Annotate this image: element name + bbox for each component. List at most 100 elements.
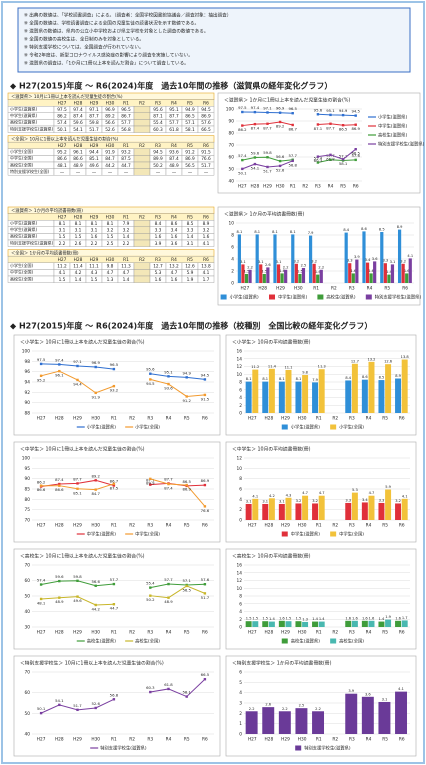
point bbox=[149, 477, 152, 481]
table-cell-value: 1.6 bbox=[91, 234, 98, 240]
table-cell-value: 3.1 bbox=[187, 241, 194, 247]
data-label: 55.4 bbox=[146, 581, 155, 586]
point bbox=[266, 165, 269, 169]
data-label: 49.6 bbox=[73, 598, 82, 603]
x-tick-label: R2 bbox=[332, 630, 338, 636]
table-cell-value: 60.3 bbox=[153, 127, 163, 133]
table-header: R4 bbox=[171, 214, 177, 220]
x-tick-label: R2 bbox=[129, 737, 135, 743]
bar bbox=[378, 701, 391, 734]
bar bbox=[302, 621, 309, 627]
point bbox=[39, 362, 43, 366]
bar bbox=[312, 263, 316, 283]
data-label: 86.9 bbox=[351, 126, 360, 131]
data-label: 66.5 bbox=[351, 151, 360, 156]
y-tick-label: 90 bbox=[25, 476, 31, 482]
bar bbox=[344, 232, 348, 283]
data-label: 8.1 bbox=[262, 377, 268, 381]
legend-label: 高校生(全国) bbox=[339, 638, 364, 645]
data-label: 94.5 bbox=[201, 372, 210, 377]
y-tick-label: 2 bbox=[239, 617, 242, 623]
legend-swatch bbox=[281, 424, 288, 430]
bar bbox=[368, 495, 375, 520]
table-cell-value: 51.7 bbox=[201, 163, 211, 169]
point bbox=[185, 483, 188, 487]
data-label: 96.1 bbox=[55, 373, 64, 378]
data-label: 89.2 bbox=[276, 123, 285, 128]
bar bbox=[351, 273, 355, 283]
table-row-label: 高校生(全国) bbox=[10, 275, 34, 281]
point bbox=[241, 110, 244, 114]
data-label: 86.7 bbox=[110, 478, 119, 483]
bar bbox=[351, 492, 358, 520]
bar bbox=[318, 495, 325, 520]
table-cell-value: 96.1 bbox=[73, 150, 83, 156]
x-tick-label: H29 bbox=[281, 737, 290, 743]
y-tick-label: 98 bbox=[25, 359, 31, 365]
bar bbox=[308, 235, 313, 283]
bar bbox=[345, 502, 352, 520]
data-label: 48.9 bbox=[55, 599, 64, 604]
table-header: R4 bbox=[171, 257, 177, 263]
data-label: 61.8 bbox=[326, 156, 335, 161]
table-header: H28 bbox=[74, 100, 83, 106]
data-label: 89.2 bbox=[91, 473, 100, 478]
chart-frame bbox=[217, 92, 421, 194]
table-cell-value: 54.1 bbox=[73, 127, 83, 133]
data-label: 97.4 bbox=[55, 357, 64, 362]
bar bbox=[348, 263, 352, 283]
table-cell-value: 97.4 bbox=[73, 107, 83, 113]
data-label: 12.7 bbox=[351, 359, 359, 363]
table-cell bbox=[133, 125, 151, 133]
table-cell-value: 50.2 bbox=[153, 163, 163, 169]
data-label: 3.4 bbox=[362, 498, 368, 502]
data-label: 56.6 bbox=[276, 154, 285, 159]
data-label: 4.7 bbox=[319, 491, 325, 495]
data-label: 57.4 bbox=[37, 578, 46, 583]
table-cell-value: 44.2 bbox=[105, 163, 115, 169]
table-cell-value: 1.4 bbox=[123, 234, 130, 240]
legend-label: 小学生(全国) bbox=[135, 424, 160, 431]
y-tick-label: 80 bbox=[229, 131, 235, 137]
table-header: H28 bbox=[74, 257, 83, 263]
data-label: 94.5 bbox=[146, 381, 155, 386]
x-tick-label: R2 bbox=[332, 416, 338, 422]
x-tick-label: H30 bbox=[91, 416, 100, 422]
table-cell-value: 48.9 bbox=[169, 163, 179, 169]
table-row-label: 特別支援学校生(滋賀県) bbox=[10, 239, 54, 245]
point bbox=[203, 393, 207, 397]
point bbox=[76, 579, 79, 583]
x-tick-label: H30 bbox=[298, 523, 307, 529]
data-label: 51.7 bbox=[201, 595, 210, 600]
table-header: R3 bbox=[155, 214, 161, 220]
data-label: 8.1 bbox=[272, 230, 278, 234]
table-row-label: 特別支援学校生(全国) bbox=[10, 168, 50, 174]
y-tick-label: 16 bbox=[237, 563, 243, 569]
x-tick-label: R6 bbox=[399, 416, 405, 422]
bar bbox=[285, 497, 292, 520]
data-label: 7.9 bbox=[308, 231, 314, 235]
bar bbox=[361, 502, 368, 520]
data-label: 4.1 bbox=[402, 494, 408, 498]
y-tick-label: 88 bbox=[25, 411, 31, 417]
y-tick-label: 6 bbox=[231, 245, 234, 251]
bar bbox=[319, 269, 323, 283]
bar bbox=[378, 380, 385, 413]
bar bbox=[295, 621, 302, 627]
x-tick-label: R5 bbox=[384, 286, 390, 292]
legend-label: 高校生(滋賀県) bbox=[291, 638, 320, 645]
x-tick-label: H28 bbox=[258, 286, 267, 292]
chart-title: ＜中学生＞ 10月の平均読書冊数(冊) bbox=[232, 446, 311, 453]
table-cell-value: 48.9 bbox=[73, 163, 83, 169]
point bbox=[39, 583, 43, 586]
y-tick-label: 90 bbox=[229, 119, 235, 125]
bar bbox=[298, 274, 302, 283]
chart-frame bbox=[225, 548, 417, 650]
table-header: H30 bbox=[106, 214, 115, 220]
data-label: 54.1 bbox=[55, 698, 64, 703]
point bbox=[341, 113, 345, 117]
data-label: 87.7 bbox=[73, 476, 82, 481]
x-tick-label: H28 bbox=[55, 630, 64, 636]
data-label: 59.8 bbox=[263, 150, 272, 155]
